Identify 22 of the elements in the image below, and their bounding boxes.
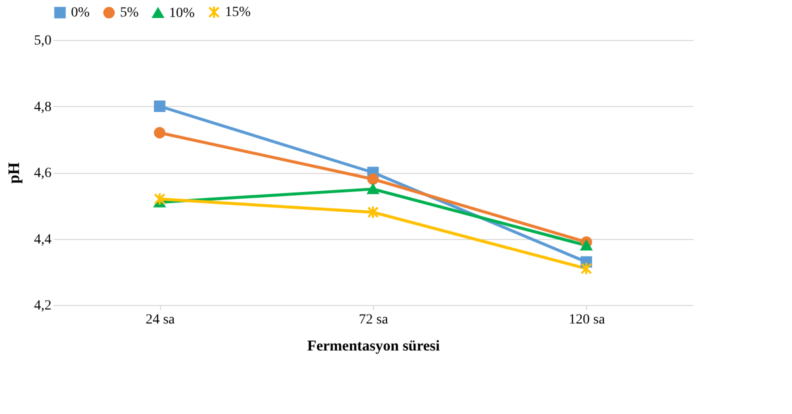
x-axis-title: Fermentasyon süresi — [307, 338, 440, 354]
x-tick-label: 24 sa — [146, 312, 176, 328]
point — [154, 127, 166, 138]
x-tick-label: 72 sa — [358, 312, 389, 328]
point — [367, 184, 379, 194]
y-tick-label: 4,2 — [34, 298, 52, 314]
point — [154, 192, 166, 206]
y-tick-label: 5,0 — [34, 34, 52, 48]
point — [367, 173, 379, 185]
legend-label: 10% — [169, 6, 195, 21]
y-tick-label: 4,4 — [34, 232, 52, 248]
point — [367, 206, 379, 219]
point — [580, 262, 592, 276]
legend-label: 0% — [71, 6, 90, 21]
legend-label: 15% — [225, 5, 251, 20]
y-axis-title: pH — [6, 162, 23, 184]
legend-label: 5% — [120, 6, 139, 21]
point — [154, 100, 166, 112]
y-tick-label: 4,6 — [34, 166, 52, 181]
point — [580, 240, 592, 250]
x-tick-label: 120 sa — [568, 312, 606, 328]
y-tick-label: 4,8 — [34, 100, 52, 115]
